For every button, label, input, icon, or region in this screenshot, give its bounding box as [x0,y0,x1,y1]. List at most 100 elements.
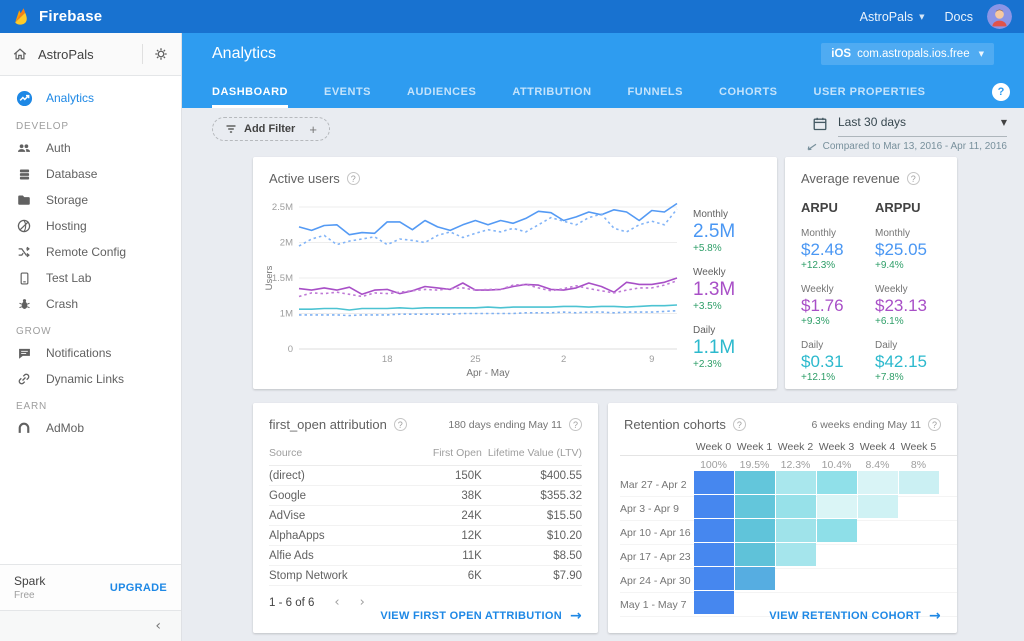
source-cell: (direct) [269,469,305,482]
cohort-grid: Week 0 Week 1 Week 2 Week 3 Week 4 Week 5 100%… [620,438,957,617]
tab-cohorts[interactable]: COHORTS [719,85,778,98]
sidebar-item-dynamic-links[interactable]: Dynamic Links [0,366,181,392]
dashboard-content: Add Filter + Last 30 days ▼ Compared to … [182,108,1024,641]
pagination: 1 - 6 of 6 ‹ › [269,595,582,610]
sidebar-item-analytics[interactable]: Analytics [0,84,181,112]
filter-icon [225,123,237,135]
test-lab-icon [15,271,33,286]
first-open-cell: 24K [461,509,482,522]
legend-change: +3.5% [693,301,722,312]
database-icon [15,167,33,182]
brand-title: Firebase [39,8,103,25]
tab-events[interactable]: EVENTS [324,85,372,98]
remote-config-icon [15,244,33,260]
chevron-left-icon: ‹ [155,618,161,634]
cohort-cell [857,494,898,523]
tab-dashboard[interactable]: DASHBOARD [212,75,288,108]
revenue-change: +12.1% [801,372,836,383]
legend-period-label: Daily [693,325,716,336]
view-retention-cohort-link[interactable]: VIEW RETENTION COHORT → [769,607,941,624]
column-header-first-open: First Open [432,447,482,459]
sidebar-item-auth[interactable]: Auth [0,135,181,161]
legend-value: 1.1M [693,337,736,358]
sidebar-item-notifications[interactable]: Notifications [0,340,181,366]
cohort-cell [816,470,857,499]
sidebar-item-storage[interactable]: Storage [0,187,181,213]
sidebar-item-label: Auth [46,141,71,155]
sidebar-item-hosting[interactable]: Hosting [0,213,181,239]
user-avatar[interactable] [987,4,1012,29]
project-menu-button[interactable]: AstroPals ▼ [859,9,925,24]
cohort-cell-box [734,494,775,518]
sidebar-item-crash[interactable]: Crash [0,291,181,317]
comparison-range-label: Compared to Mar 13, 2016 - Apr 11, 2016 [822,141,1007,152]
project-row: AstroPals [0,33,181,76]
tab-funnels[interactable]: FUNNELS [627,85,683,98]
cohort-cell-box [693,542,734,566]
first-open-cell: 38K [461,489,482,502]
week-percent-4: 8.4% [865,458,890,471]
week-header-2: Week 2 [777,440,814,453]
ltv-cell: $7.90 [553,569,582,582]
cohort-percent-row: 100% 19.5% 12.3% 10.4% 8.4% 8% [620,456,957,473]
cohort-cell [775,494,816,523]
cohort-row-label: Apr 3 - Apr 9 [620,502,679,515]
tab-attribution[interactable]: ATTRIBUTION [512,85,592,98]
page-previous-button[interactable]: ‹ [334,595,340,610]
cohort-cell [734,494,775,523]
sidebar-item-label: Remote Config [46,245,127,259]
add-filter-label: Add Filter [244,123,296,135]
sidebar-item-admob[interactable]: AdMob [0,415,181,441]
revenue-period-label: Daily [801,340,824,351]
collapse-sidebar-button[interactable]: ‹ [0,610,181,641]
cohort-cell-box [816,494,857,518]
series-daily-current [299,304,678,311]
app-platform: iOS [831,48,852,60]
source-cell: Google [269,489,307,502]
app-selector[interactable]: iOS com.astropals.ios.free ▼ [821,43,994,65]
sidebar-item-label: AdMob [46,421,85,435]
ltv-cell: $355.32 [540,489,582,502]
settings-gear-icon[interactable] [153,46,169,62]
upgrade-button[interactable]: UPGRADE [109,581,167,594]
add-filter-button[interactable]: Add Filter + [212,117,330,141]
week-percent-5: 8% [910,458,927,471]
help-icon[interactable]: ? [928,418,941,431]
help-icon[interactable]: ? [906,172,920,185]
help-icon[interactable]: ? [569,418,582,431]
sidebar-item-label: Hosting [46,219,87,233]
help-icon[interactable]: ? [732,418,746,431]
week-percent-2: 12.3% [780,458,811,471]
sidebar-item-remote-config[interactable]: Remote Config [0,239,181,265]
revenue-column-arpu: ARPU Monthly $2.48 +12.3% Weekly $1.76 +9.3% Da… [801,200,867,383]
revenue-column-arppu: ARPPU Monthly $25.05 +9.4% Weekly $23.13 +6.1%… [875,200,941,383]
week-header-3: Week 3 [818,440,855,453]
tab-audiences[interactable]: AUDIENCES [407,85,477,98]
plus-icon: + [309,121,317,137]
sidebar-item-label: Dynamic Links [46,372,125,386]
help-icon[interactable]: ? [393,418,407,431]
date-range-selector[interactable]: Last 30 days ▼ [838,115,1007,137]
revenue-period-label: Weekly [801,284,834,295]
cohort-row: May 1 - May 7 [620,590,957,617]
cohort-cell-box [775,470,816,494]
y-tick-label: 1.5M [272,273,293,284]
help-button[interactable]: ? [992,83,1010,101]
cohort-cell-box [857,494,898,518]
home-icon[interactable] [12,46,28,62]
docs-link[interactable]: Docs [944,9,973,24]
sidebar-item-database[interactable]: Database [0,161,181,187]
firebase-logo-icon [12,7,30,27]
x-axis-label: Apr - May [466,368,509,379]
revenue-change: +9.4% [875,260,904,271]
week-header-0: Week 0 [695,440,732,453]
tab-user-properties[interactable]: USER PROPERTIES [813,85,926,98]
sidebar-item-test-lab[interactable]: Test Lab [0,265,181,291]
view-first-open-attribution-link[interactable]: VIEW FIRST OPEN ATTRIBUTION → [380,607,582,624]
page-next-button[interactable]: › [359,595,365,610]
active-users-legend: Monthly 2.5M +5.8% Weekly 1.3M +3.5% Daily 1.1M… [693,209,735,383]
sidebar-item-label: Storage [46,193,89,207]
average-revenue-card: Average revenue ? ARPU Monthly $2.48 +12.3%… [785,157,957,389]
help-icon[interactable]: ? [346,172,360,185]
cohort-cell [775,518,816,547]
